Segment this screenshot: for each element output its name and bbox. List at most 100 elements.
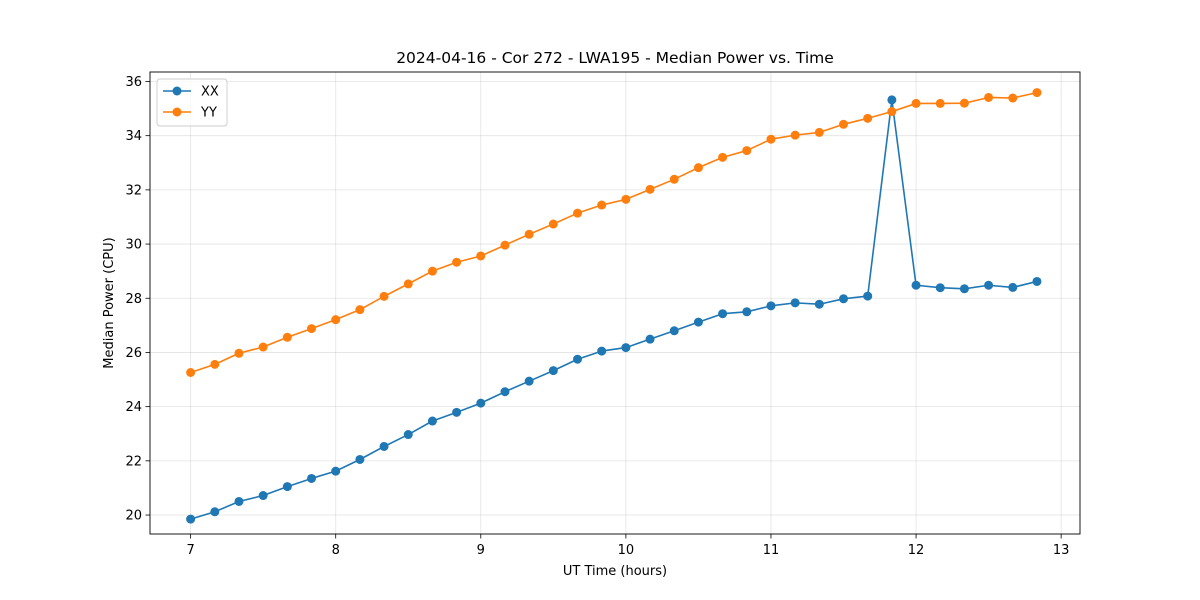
data-point-yy (524, 229, 534, 239)
legend-marker-xx (172, 86, 182, 96)
y-axis-label: Median Power (CPU) (102, 237, 117, 368)
data-point-xx (814, 299, 824, 309)
data-point-xx (282, 482, 292, 492)
data-point-yy (258, 342, 268, 352)
data-point-yy (718, 152, 728, 162)
data-point-xx (1008, 282, 1018, 292)
data-point-yy (766, 134, 776, 144)
data-point-xx (573, 354, 583, 364)
data-point-xx (500, 387, 510, 397)
data-point-xx (210, 507, 220, 517)
data-point-yy (1032, 88, 1042, 98)
chart-title: 2024-04-16 - Cor 272 - LWA195 - Median P… (396, 49, 834, 67)
data-point-xx (355, 454, 365, 464)
data-point-yy (403, 279, 413, 289)
data-point-yy (307, 324, 317, 334)
data-point-xx (742, 307, 752, 317)
legend-label-yy: YY (200, 106, 217, 121)
data-point-xx (186, 514, 196, 524)
y-tick-label: 36 (125, 75, 142, 90)
data-point-yy (234, 348, 244, 358)
data-point-yy (500, 240, 510, 250)
data-point-yy (186, 368, 196, 378)
legend-label-xx: XX (201, 85, 219, 100)
data-point-xx (984, 280, 994, 290)
data-point-yy (210, 359, 220, 369)
data-point-xx (524, 376, 534, 386)
data-point-xx (427, 416, 437, 426)
data-point-yy (839, 119, 849, 129)
legend: XX YY (156, 78, 228, 127)
y-tick-label: 22 (125, 454, 142, 469)
data-point-yy (282, 332, 292, 342)
y-tick-label: 28 (125, 292, 142, 307)
data-point-yy (355, 305, 365, 315)
data-point-xx (307, 473, 317, 483)
data-point-xx (331, 466, 341, 476)
grid-layer (150, 72, 1080, 534)
data-point-yy (814, 127, 824, 137)
ticks-layer: 7 8 9 10 11 12 13 20 22 24 26 28 30 32 34 36 (125, 75, 1069, 558)
data-point-yy (331, 315, 341, 325)
data-point-yy (573, 208, 583, 218)
data-point-yy (984, 92, 994, 102)
data-point-xx (718, 309, 728, 319)
data-point-xx (403, 430, 413, 440)
legend-marker-yy (172, 107, 182, 117)
data-point-yy (887, 107, 897, 117)
data-point-xx (669, 326, 679, 336)
data-point-xx (621, 343, 631, 353)
data-point-yy (452, 257, 462, 267)
data-point-xx (548, 366, 558, 376)
data-point-xx (863, 291, 873, 301)
x-tick-label: 13 (1053, 543, 1070, 558)
data-point-yy (476, 251, 486, 261)
data-point-xx (790, 298, 800, 308)
x-tick-label: 12 (908, 543, 925, 558)
data-point-yy (790, 130, 800, 140)
data-point-yy (1008, 93, 1018, 103)
x-tick-label: 9 (477, 543, 485, 558)
data-point-yy (669, 174, 679, 184)
data-point-yy (548, 219, 558, 229)
y-tick-label: 32 (125, 183, 142, 198)
data-point-xx (887, 95, 897, 105)
data-point-yy (863, 113, 873, 123)
data-point-yy (959, 98, 969, 108)
data-point-yy (597, 200, 607, 210)
series-layer (186, 88, 1042, 524)
data-point-xx (476, 398, 486, 408)
data-point-xx (693, 317, 703, 327)
x-tick-label: 11 (763, 543, 780, 558)
data-point-xx (959, 284, 969, 294)
data-point-xx (645, 334, 655, 344)
data-point-yy (621, 194, 631, 204)
x-tick-label: 8 (332, 543, 340, 558)
data-point-xx (234, 496, 244, 506)
y-tick-label: 24 (125, 400, 142, 415)
data-point-yy (742, 146, 752, 156)
y-tick-label: 30 (125, 238, 142, 253)
data-point-xx (911, 280, 921, 290)
data-point-xx (766, 301, 776, 311)
y-tick-label: 20 (125, 509, 142, 524)
y-tick-label: 34 (125, 129, 142, 144)
data-point-xx (597, 346, 607, 356)
data-point-yy (911, 98, 921, 108)
data-point-xx (839, 294, 849, 304)
data-point-yy (645, 184, 655, 194)
y-tick-label: 26 (125, 346, 142, 361)
data-point-yy (427, 266, 437, 276)
data-point-xx (379, 441, 389, 451)
x-axis-label: UT Time (hours) (563, 564, 667, 579)
data-point-xx (452, 407, 462, 417)
data-point-xx (1032, 276, 1042, 286)
data-point-xx (258, 491, 268, 501)
x-tick-label: 10 (618, 543, 635, 558)
x-tick-label: 7 (186, 543, 194, 558)
data-point-yy (379, 291, 389, 301)
data-point-yy (693, 163, 703, 173)
data-point-yy (935, 98, 945, 108)
plot-frame (149, 71, 1081, 535)
